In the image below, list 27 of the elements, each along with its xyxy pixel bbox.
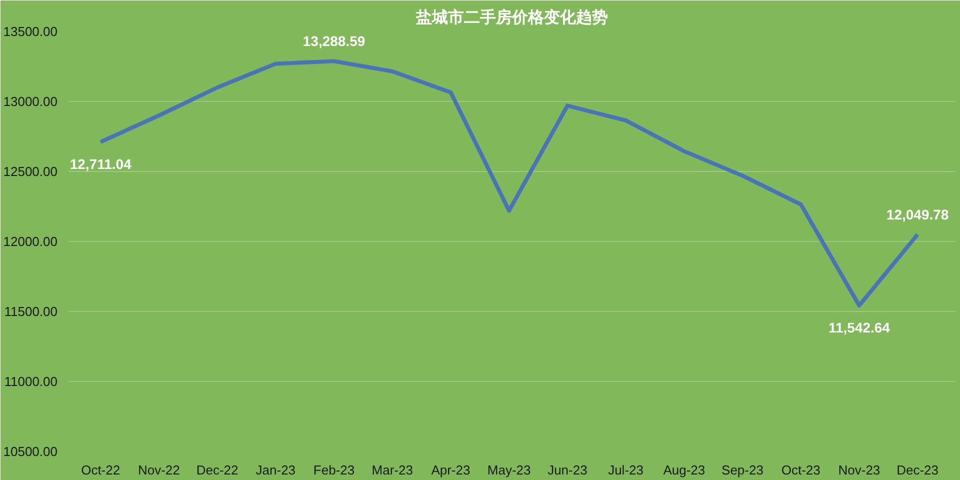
x-tick-label: Apr-23 <box>431 462 470 478</box>
x-tick-label: Nov-23 <box>838 462 880 478</box>
chart-title: 盐城市二手房价格变化趋势 <box>415 8 608 26</box>
data-label: 12,049.78 <box>886 206 949 223</box>
x-tick-label: Aug-23 <box>663 462 706 478</box>
x-tick-label: Feb-23 <box>313 462 355 478</box>
y-tick-label: 13000.00 <box>3 94 58 109</box>
x-tick-label: Jun-23 <box>548 462 588 478</box>
x-tick-label: Oct-22 <box>81 462 120 478</box>
x-tick-label: Oct-23 <box>781 462 820 478</box>
x-tick-label: May-23 <box>487 462 531 478</box>
x-tick-label: Dec-23 <box>896 462 939 478</box>
data-label: 11,542.64 <box>828 320 890 336</box>
x-tick-label: Mar-23 <box>372 462 413 478</box>
x-tick-label: Jan-23 <box>256 462 296 478</box>
data-label: 12,711.04 <box>70 156 132 172</box>
x-tick-label: Dec-22 <box>196 462 238 478</box>
y-tick-label: 13500.00 <box>3 24 58 39</box>
y-tick-label: 11500.00 <box>4 304 58 319</box>
y-tick-label: 10500.00 <box>3 444 58 459</box>
data-label: 13,288.59 <box>302 33 366 50</box>
x-tick-label: Sep-23 <box>722 462 764 478</box>
y-tick-label: 12500.00 <box>3 164 58 179</box>
y-tick-label: 12000.00 <box>3 234 58 249</box>
y-tick-label: 11000.00 <box>4 374 58 389</box>
x-tick-label: Nov-22 <box>138 462 180 478</box>
x-tick-label: Jul-23 <box>608 462 644 478</box>
